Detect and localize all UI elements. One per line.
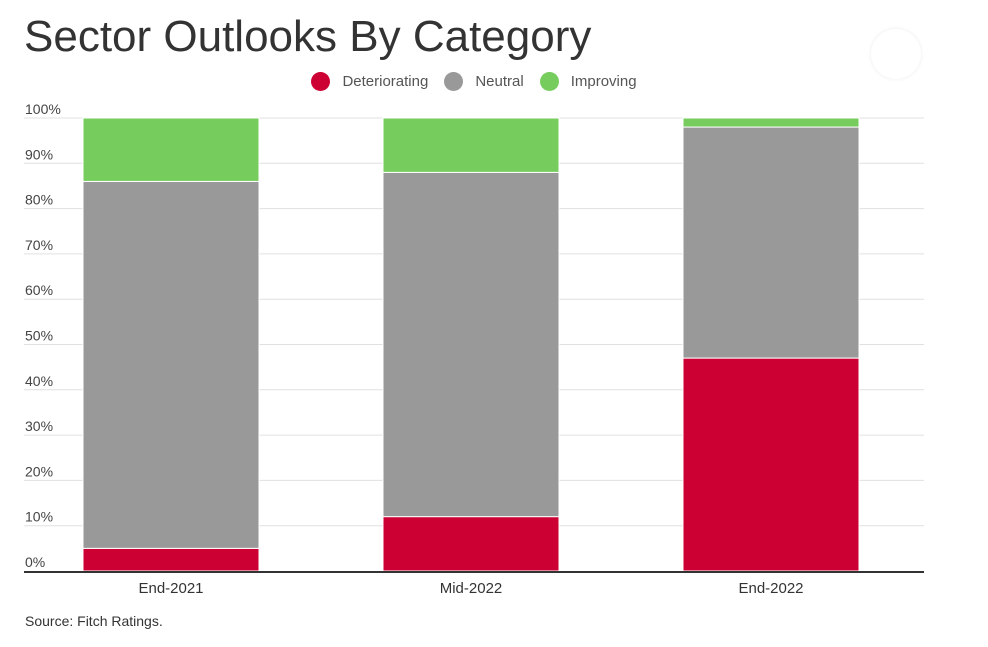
y-tick-label: 0%	[25, 554, 45, 570]
y-tick-label: 30%	[25, 418, 53, 434]
bar-segment-neutral-1[interactable]	[82, 180, 260, 549]
x-tick-label: End-2021	[138, 580, 203, 597]
bar-segment-neutral-3[interactable]	[682, 126, 860, 359]
y-tick-label: 90%	[25, 146, 53, 162]
logo-badge	[871, 29, 921, 79]
legend-swatch-improving	[539, 72, 559, 91]
bar-segment-improving-1[interactable]	[82, 117, 260, 182]
bar-segment-improving-3[interactable]	[682, 117, 860, 128]
legend-swatch-deteriorating	[311, 72, 331, 91]
bar-segment-deteriorating-3[interactable]	[682, 357, 860, 572]
bar-segment-deteriorating-2[interactable]	[382, 516, 560, 572]
bar-segment-improving-2[interactable]	[382, 117, 560, 173]
chart-title: Sector Outlooks By Category	[24, 12, 592, 61]
bar-segment-deteriorating-1[interactable]	[82, 547, 260, 572]
x-tick-label: End-2022	[738, 580, 803, 597]
legend-item-neutral[interactable]: Neutral	[444, 72, 524, 91]
y-tick-label: 40%	[25, 373, 53, 389]
y-tick-label: 10%	[25, 509, 53, 525]
y-tick-label: 60%	[25, 282, 53, 298]
bar-segment-neutral-2[interactable]	[382, 171, 560, 518]
legend-swatch-neutral	[444, 72, 464, 91]
legend-label-neutral: Neutral	[475, 73, 524, 90]
legend: Deteriorating Neutral Improving	[0, 72, 948, 91]
y-tick-label: 70%	[25, 237, 53, 253]
y-tick-label: 20%	[25, 463, 53, 479]
x-tick-label: Mid-2022	[440, 580, 503, 597]
y-tick-label: 50%	[25, 328, 53, 344]
legend-label-deteriorating: Deteriorating	[342, 73, 429, 90]
legend-item-deteriorating[interactable]: Deteriorating	[311, 72, 428, 91]
source-note: Source: Fitch Ratings.	[25, 613, 163, 629]
y-tick-label: 100%	[25, 101, 61, 117]
legend-label-improving: Improving	[570, 73, 637, 90]
y-tick-label: 80%	[25, 192, 53, 208]
legend-item-improving[interactable]: Improving	[539, 72, 637, 91]
